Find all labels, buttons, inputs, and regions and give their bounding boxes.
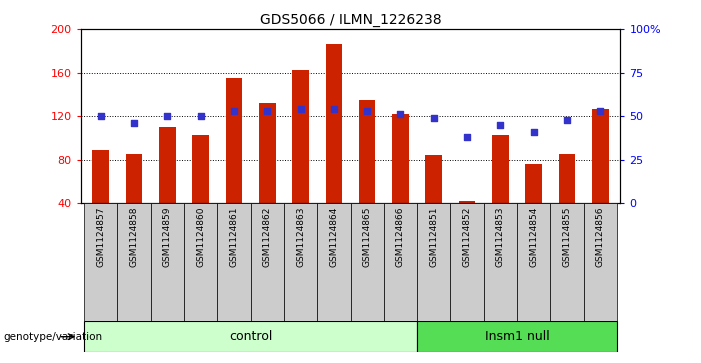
Point bbox=[261, 108, 273, 114]
Text: GSM1124864: GSM1124864 bbox=[329, 207, 339, 267]
Bar bbox=[359, 100, 376, 203]
Point bbox=[461, 134, 472, 140]
Point bbox=[95, 113, 107, 119]
FancyBboxPatch shape bbox=[250, 203, 284, 321]
Text: GSM1124856: GSM1124856 bbox=[596, 207, 605, 267]
FancyBboxPatch shape bbox=[151, 203, 184, 321]
Point bbox=[195, 113, 206, 119]
Bar bbox=[125, 154, 142, 203]
FancyBboxPatch shape bbox=[84, 203, 117, 321]
Text: GSM1124861: GSM1124861 bbox=[229, 207, 238, 267]
FancyBboxPatch shape bbox=[417, 203, 451, 321]
FancyBboxPatch shape bbox=[217, 203, 250, 321]
Title: GDS5066 / ILMN_1226238: GDS5066 / ILMN_1226238 bbox=[259, 13, 442, 26]
Point bbox=[295, 106, 306, 112]
FancyBboxPatch shape bbox=[584, 203, 617, 321]
Bar bbox=[526, 164, 542, 203]
Text: GSM1124852: GSM1124852 bbox=[463, 207, 472, 267]
Bar bbox=[226, 78, 243, 203]
Bar bbox=[458, 201, 475, 203]
Bar bbox=[159, 127, 175, 203]
Bar bbox=[192, 135, 209, 203]
Bar bbox=[392, 114, 409, 203]
Bar bbox=[292, 70, 309, 203]
Point bbox=[362, 108, 373, 114]
Text: GSM1124851: GSM1124851 bbox=[429, 207, 438, 267]
Point bbox=[128, 120, 139, 126]
Point bbox=[162, 113, 173, 119]
FancyBboxPatch shape bbox=[517, 203, 550, 321]
FancyBboxPatch shape bbox=[451, 203, 484, 321]
FancyBboxPatch shape bbox=[484, 203, 517, 321]
Point bbox=[328, 106, 339, 112]
FancyBboxPatch shape bbox=[317, 203, 350, 321]
Text: GSM1124865: GSM1124865 bbox=[362, 207, 372, 267]
Text: GSM1124866: GSM1124866 bbox=[396, 207, 405, 267]
Bar bbox=[325, 44, 342, 203]
Point bbox=[528, 129, 539, 135]
FancyBboxPatch shape bbox=[84, 321, 417, 352]
Text: GSM1124853: GSM1124853 bbox=[496, 207, 505, 267]
Point bbox=[395, 111, 406, 117]
FancyBboxPatch shape bbox=[384, 203, 417, 321]
Bar bbox=[592, 109, 608, 203]
Point bbox=[562, 117, 573, 123]
Text: GSM1124863: GSM1124863 bbox=[296, 207, 305, 267]
Text: GSM1124855: GSM1124855 bbox=[563, 207, 571, 267]
Text: GSM1124857: GSM1124857 bbox=[96, 207, 105, 267]
Bar bbox=[492, 135, 509, 203]
Text: GSM1124860: GSM1124860 bbox=[196, 207, 205, 267]
Point bbox=[428, 115, 440, 121]
FancyBboxPatch shape bbox=[117, 203, 151, 321]
Text: genotype/variation: genotype/variation bbox=[4, 332, 102, 342]
FancyBboxPatch shape bbox=[550, 203, 584, 321]
Point bbox=[229, 108, 240, 114]
Text: GSM1124859: GSM1124859 bbox=[163, 207, 172, 267]
FancyBboxPatch shape bbox=[417, 321, 617, 352]
Bar bbox=[93, 150, 109, 203]
FancyBboxPatch shape bbox=[350, 203, 384, 321]
Point bbox=[495, 122, 506, 128]
Text: control: control bbox=[229, 330, 272, 343]
Text: Insm1 null: Insm1 null bbox=[484, 330, 550, 343]
Bar bbox=[259, 103, 275, 203]
Point bbox=[594, 108, 606, 114]
Text: GSM1124858: GSM1124858 bbox=[130, 207, 138, 267]
Bar bbox=[426, 155, 442, 203]
FancyBboxPatch shape bbox=[184, 203, 217, 321]
Bar bbox=[559, 154, 576, 203]
FancyBboxPatch shape bbox=[284, 203, 317, 321]
Text: GSM1124854: GSM1124854 bbox=[529, 207, 538, 267]
Text: GSM1124862: GSM1124862 bbox=[263, 207, 272, 267]
